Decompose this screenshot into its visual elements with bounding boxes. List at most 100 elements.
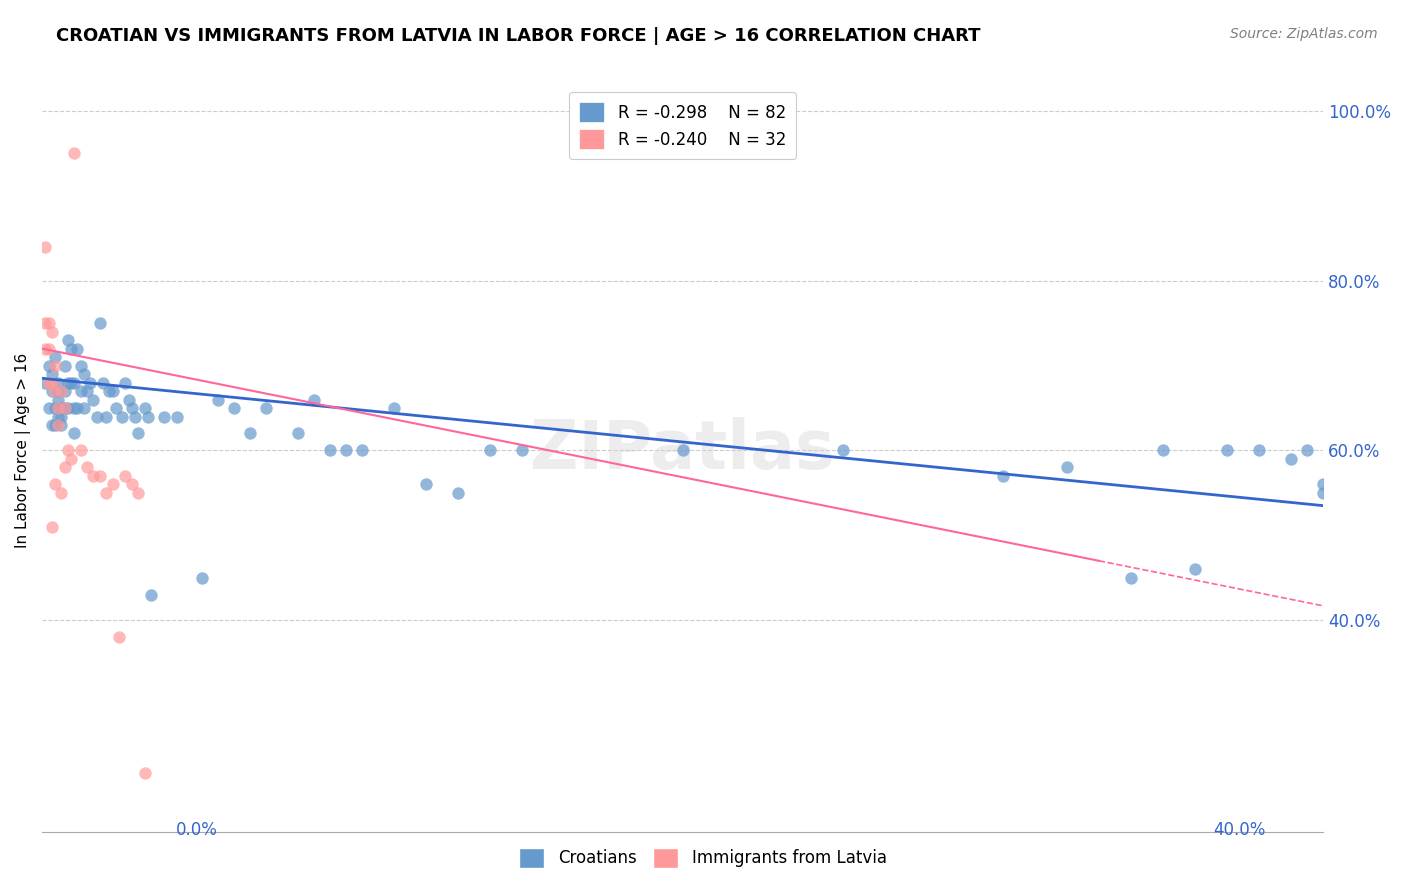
Point xyxy=(335,443,357,458)
Point xyxy=(89,316,111,330)
Point xyxy=(34,342,56,356)
Point xyxy=(304,392,326,407)
Point xyxy=(96,409,118,424)
Point xyxy=(79,376,101,390)
Point xyxy=(111,409,134,424)
Point xyxy=(69,359,91,373)
Point xyxy=(63,146,86,161)
Point xyxy=(53,401,76,415)
Point xyxy=(108,630,131,644)
Point xyxy=(101,384,124,398)
Point xyxy=(101,477,124,491)
Legend: Croatians, Immigrants from Latvia: Croatians, Immigrants from Latvia xyxy=(513,841,893,875)
Point xyxy=(59,452,82,467)
Point xyxy=(479,443,502,458)
Point xyxy=(1312,477,1334,491)
Point xyxy=(384,401,406,415)
Point xyxy=(114,469,136,483)
Point xyxy=(44,350,66,364)
Point xyxy=(59,376,82,390)
Point xyxy=(56,443,79,458)
Point xyxy=(46,384,69,398)
Point xyxy=(672,443,695,458)
Text: Source: ZipAtlas.com: Source: ZipAtlas.com xyxy=(1230,27,1378,41)
Point xyxy=(1119,571,1142,585)
Text: CROATIAN VS IMMIGRANTS FROM LATVIA IN LABOR FORCE | AGE > 16 CORRELATION CHART: CROATIAN VS IMMIGRANTS FROM LATVIA IN LA… xyxy=(56,27,981,45)
Point xyxy=(44,417,66,432)
Point xyxy=(38,376,60,390)
Point xyxy=(51,486,73,500)
Point xyxy=(41,384,63,398)
Point xyxy=(53,359,76,373)
Point xyxy=(53,460,76,475)
Point xyxy=(121,477,143,491)
Point xyxy=(41,417,63,432)
Point xyxy=(1152,443,1174,458)
Point xyxy=(1296,443,1319,458)
Point xyxy=(66,401,89,415)
Point xyxy=(1184,562,1206,576)
Point xyxy=(46,409,69,424)
Point xyxy=(121,401,143,415)
Point xyxy=(44,477,66,491)
Point xyxy=(512,443,534,458)
Point xyxy=(44,401,66,415)
Point xyxy=(63,376,86,390)
Point xyxy=(44,359,66,373)
Point xyxy=(82,392,104,407)
Point xyxy=(56,333,79,347)
Point xyxy=(136,409,159,424)
Point xyxy=(117,392,139,407)
Point xyxy=(86,409,108,424)
Point xyxy=(73,401,96,415)
Point xyxy=(38,342,60,356)
Point xyxy=(415,477,437,491)
Point xyxy=(82,469,104,483)
Point xyxy=(134,766,156,780)
Point xyxy=(44,384,66,398)
Point xyxy=(51,409,73,424)
Point xyxy=(41,325,63,339)
Point xyxy=(73,367,96,381)
Point xyxy=(447,486,470,500)
Text: 40.0%: 40.0% xyxy=(1213,821,1265,838)
Point xyxy=(76,460,98,475)
Point xyxy=(46,401,69,415)
Point xyxy=(287,426,309,441)
Point xyxy=(51,417,73,432)
Point xyxy=(51,384,73,398)
Point xyxy=(239,426,262,441)
Point xyxy=(1279,452,1302,467)
Point xyxy=(66,342,89,356)
Point xyxy=(34,376,56,390)
Point xyxy=(1312,486,1334,500)
Point xyxy=(63,426,86,441)
Point xyxy=(51,401,73,415)
Y-axis label: In Labor Force | Age > 16: In Labor Force | Age > 16 xyxy=(15,353,31,548)
Point xyxy=(352,443,374,458)
Point xyxy=(96,486,118,500)
Point xyxy=(1249,443,1271,458)
Point xyxy=(56,401,79,415)
Point xyxy=(63,401,86,415)
Point xyxy=(319,443,342,458)
Point xyxy=(41,367,63,381)
Point xyxy=(76,384,98,398)
Point xyxy=(1056,460,1078,475)
Legend: R = -0.298    N = 82, R = -0.240    N = 32: R = -0.298 N = 82, R = -0.240 N = 32 xyxy=(569,92,796,160)
Point xyxy=(114,376,136,390)
Point xyxy=(254,401,277,415)
Point xyxy=(41,520,63,534)
Point xyxy=(38,401,60,415)
Point xyxy=(153,409,176,424)
Point xyxy=(166,409,188,424)
Point xyxy=(127,426,149,441)
Point xyxy=(224,401,246,415)
Point xyxy=(127,486,149,500)
Point xyxy=(98,384,121,398)
Point xyxy=(104,401,127,415)
Point xyxy=(46,376,69,390)
Point xyxy=(34,316,56,330)
Point xyxy=(56,376,79,390)
Point xyxy=(38,316,60,330)
